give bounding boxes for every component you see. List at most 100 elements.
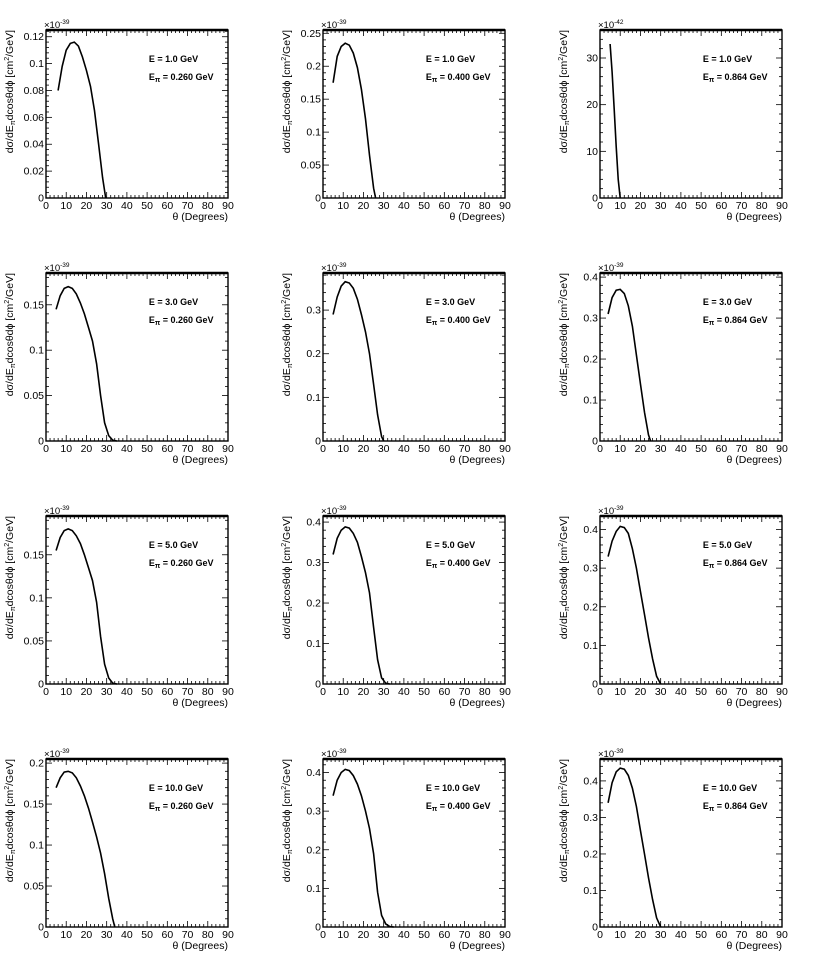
plot-frame xyxy=(45,515,229,685)
x-tick-label: 60 xyxy=(161,443,173,455)
annotation-energy: E = 1.0 GeV xyxy=(426,54,475,64)
x-tick-label: 60 xyxy=(438,686,450,698)
annotation-pion-energy: Eπ = 0.400 GeV xyxy=(426,315,491,327)
x-tick-label: 70 xyxy=(182,686,194,698)
chart-svg: 0 10 20 30 40 50 60 70 80 9000.10.20.30.4×10-39θ … xyxy=(558,748,788,952)
x-axis-title: θ (Degrees) xyxy=(727,454,782,466)
x-tick-label: 60 xyxy=(715,686,727,698)
x-tick-label: 40 xyxy=(121,686,133,698)
y-tick-label: 0.2 xyxy=(583,601,598,613)
x-axis-title: θ (Degrees) xyxy=(173,697,228,709)
x-tick-label: 60 xyxy=(438,443,450,455)
x-tick-label: 40 xyxy=(675,200,687,212)
x-tick-label: 70 xyxy=(736,686,748,698)
chart-panel: 0 10 20 30 40 50 60 70 80 90 0 0.1 0.2 0.3 0.4 ×10-39 θ … xyxy=(554,729,830,971)
x-tick-label: 60 xyxy=(715,443,727,455)
y-tick-label: 10 xyxy=(586,146,598,158)
x-tick-label: 60 xyxy=(715,929,727,941)
plot-frame xyxy=(599,515,783,685)
x-tick-label: 80 xyxy=(479,443,491,455)
annotation-pion-energy: Eπ = 0.400 GeV xyxy=(426,558,491,570)
x-tick-label: 60 xyxy=(161,686,173,698)
y-axis-title: dσ/dEπdcosθdϕ [cm2/GeV] xyxy=(558,759,571,882)
x-tick-label: 40 xyxy=(675,929,687,941)
x-tick-label: 90 xyxy=(499,443,511,455)
x-tick-label: 90 xyxy=(776,443,788,455)
x-axis-title: θ (Degrees) xyxy=(173,454,228,466)
x-tick-label: 20 xyxy=(81,443,93,455)
x-tick-label: 30 xyxy=(655,443,667,455)
x-tick-label: 0 xyxy=(320,686,326,698)
y-axis-title: dσ/dEπdcosθdϕ [cm2/GeV] xyxy=(281,30,294,153)
x-tick-label: 0 xyxy=(597,929,603,941)
annotation-pion-energy: Eπ = 0.400 GeV xyxy=(426,72,491,84)
y-tick-label: 0.12 xyxy=(24,31,45,43)
y-tick-label: 0.15 xyxy=(24,299,45,311)
series-line xyxy=(55,528,117,685)
x-tick-label: 40 xyxy=(398,443,410,455)
x-tick-label: 10 xyxy=(337,443,349,455)
x-tick-label: 80 xyxy=(202,929,214,941)
x-tick-label: 60 xyxy=(438,200,450,212)
y-tick-label: 0.3 xyxy=(583,313,598,325)
x-tick-label: 60 xyxy=(161,929,173,941)
y-tick-label: 0 xyxy=(38,436,44,448)
x-tick-label: 10 xyxy=(60,929,72,941)
x-tick-label: 60 xyxy=(715,200,727,212)
chart-svg: 0 10 20 30 40 50 60 70 80 9000.050.10.150.20.25×1… xyxy=(281,19,511,223)
y-tick-label: 0.05 xyxy=(24,881,45,893)
x-tick-label: 0 xyxy=(43,200,49,212)
y-tick-label: 0.3 xyxy=(306,806,321,818)
x-tick-label: 30 xyxy=(101,200,113,212)
y-tick-label: 0.3 xyxy=(306,557,321,569)
x-axis-title: θ (Degrees) xyxy=(450,697,505,709)
x-tick-label: 20 xyxy=(635,686,647,698)
y-tick-label: 0.4 xyxy=(583,775,598,787)
chart-panel: 0 10 20 30 40 50 60 70 80 90 0 0.05 0.1 0.15 0.2 ×10-39… xyxy=(0,729,276,971)
x-axis-title: θ (Degrees) xyxy=(173,940,228,952)
annotation-energy: E = 1.0 GeV xyxy=(149,54,198,64)
annotation-energy: E = 5.0 GeV xyxy=(426,540,475,550)
x-tick-label: 20 xyxy=(358,686,370,698)
x-tick-label: 70 xyxy=(736,929,748,941)
annotation-pion-energy: Eπ = 0.864 GeV xyxy=(703,801,768,813)
x-tick-label: 40 xyxy=(398,929,410,941)
x-tick-label: 10 xyxy=(337,929,349,941)
x-tick-label: 30 xyxy=(378,686,390,698)
y-tick-label: 0.1 xyxy=(583,640,598,652)
x-tick-label: 50 xyxy=(695,686,707,698)
series-line xyxy=(607,288,652,442)
x-tick-label: 80 xyxy=(756,200,768,212)
x-tick-label: 50 xyxy=(141,443,153,455)
x-tick-label: 50 xyxy=(695,929,707,941)
y-tick-label: 0.1 xyxy=(29,58,44,70)
x-tick-label: 20 xyxy=(635,443,647,455)
x-tick-label: 60 xyxy=(438,929,450,941)
y-tick-label: 0.1 xyxy=(29,592,44,604)
y-tick-label: 0.2 xyxy=(306,348,321,360)
plot-frame xyxy=(45,29,229,199)
x-tick-label: 0 xyxy=(43,929,49,941)
x-tick-label: 80 xyxy=(202,443,214,455)
x-tick-label: 90 xyxy=(499,686,511,698)
x-tick-label: 80 xyxy=(479,686,491,698)
y-tick-label: 0.2 xyxy=(583,354,598,366)
x-tick-label: 80 xyxy=(756,686,768,698)
x-axis-title: θ (Degrees) xyxy=(450,211,505,223)
x-tick-label: 20 xyxy=(358,443,370,455)
y-tick-label: 0.1 xyxy=(29,840,44,852)
x-tick-label: 30 xyxy=(101,686,113,698)
y-axis-title: dσ/dEπdcosθdϕ [cm2/GeV] xyxy=(281,516,294,639)
x-tick-label: 70 xyxy=(182,200,194,212)
y-tick-label: 0.2 xyxy=(29,758,44,770)
y-axis-title: dσ/dEπdcosθdϕ [cm2/GeV] xyxy=(558,273,571,396)
x-tick-label: 90 xyxy=(776,200,788,212)
series-line xyxy=(332,768,394,928)
x-tick-label: 50 xyxy=(695,443,707,455)
chart-svg: 0 10 20 30 40 50 60 70 80 9000.10.20.30.4×10-39θ … xyxy=(281,748,511,952)
y-tick-label: 0.1 xyxy=(583,395,598,407)
x-tick-label: 0 xyxy=(320,200,326,212)
